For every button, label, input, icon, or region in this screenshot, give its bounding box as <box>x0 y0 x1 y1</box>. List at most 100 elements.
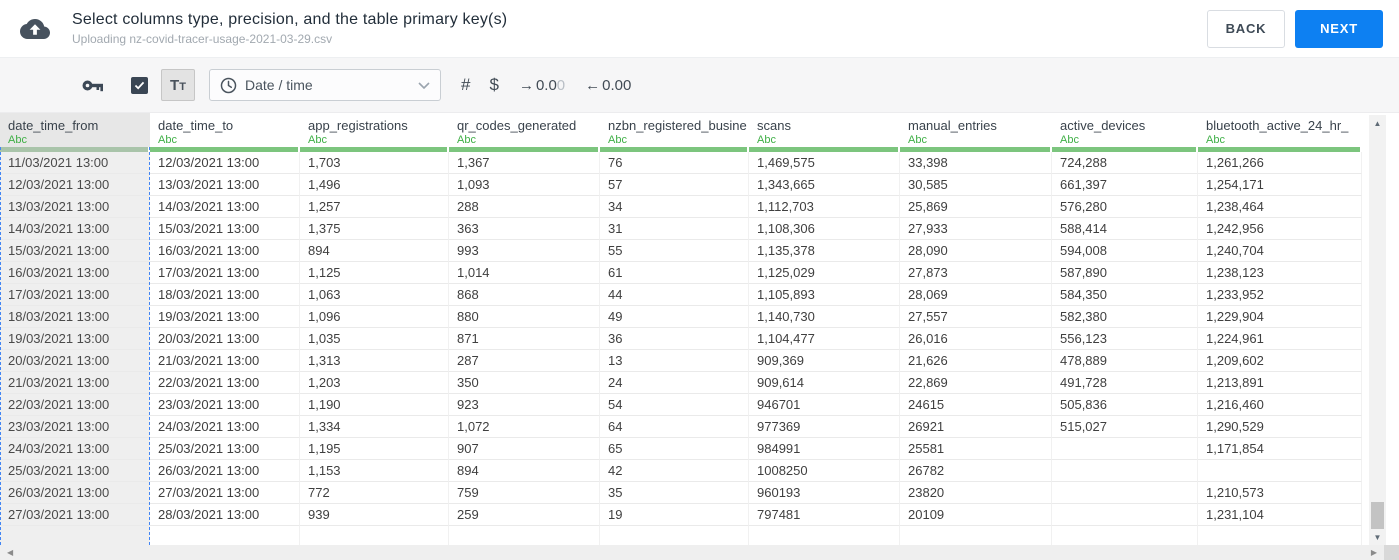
table-cell: 797481 <box>749 504 900 526</box>
scroll-right-icon[interactable]: ▶ <box>1370 548 1377 557</box>
table-cell <box>749 526 900 545</box>
column-header-app_registrations[interactable]: app_registrations Abc <box>300 113 449 152</box>
table-cell: 26782 <box>900 460 1052 482</box>
table-cell: 894 <box>300 240 449 262</box>
table-cell: 1,104,477 <box>749 328 900 350</box>
column-name: bluetooth_active_24_hr_ <box>1206 118 1349 133</box>
column-header-date_time_from[interactable]: date_time_from Abc <box>0 113 150 152</box>
table-cell: 49 <box>600 306 749 328</box>
vertical-scrollbar-thumb[interactable] <box>1371 502 1384 529</box>
table-cell: 287 <box>449 350 600 372</box>
table-cell: 1,209,602 <box>1198 350 1362 372</box>
table-cell: 1,072 <box>449 416 600 438</box>
remove-decimal-button[interactable]: ← 0.00 <box>585 77 631 94</box>
table-cell: 1,242,956 <box>1198 218 1362 240</box>
table-cell: 1,135,378 <box>749 240 900 262</box>
chevron-down-icon <box>418 81 430 89</box>
table-cell: 259 <box>449 504 600 526</box>
table-cell: 1,140,730 <box>749 306 900 328</box>
table-cell: 15/03/2021 13:00 <box>150 218 300 240</box>
table-cell: 21/03/2021 13:00 <box>0 372 150 394</box>
table-cell: 984991 <box>749 438 900 460</box>
table-cell: 1,035 <box>300 328 449 350</box>
number-type-button[interactable]: # <box>461 75 471 94</box>
table-cell: 24615 <box>900 394 1052 416</box>
table-cell: 584,350 <box>1052 284 1198 306</box>
table-cell: 350 <box>449 372 600 394</box>
table-cell <box>600 526 749 545</box>
table-cell: 993 <box>449 240 600 262</box>
table-cell: 18/03/2021 13:00 <box>0 306 150 328</box>
table-cell: 19/03/2021 13:00 <box>150 306 300 328</box>
column-include-checkbox[interactable] <box>131 76 148 94</box>
table-cell: 871 <box>449 328 600 350</box>
table-cell: 1,203 <box>300 372 449 394</box>
column-type-badge: Abc <box>1206 134 1225 146</box>
table-cell: 868 <box>449 284 600 306</box>
table-cell: 22,869 <box>900 372 1052 394</box>
table-cell: 478,889 <box>1052 350 1198 372</box>
add-decimal-button[interactable]: → 0.0 0 <box>519 77 565 94</box>
back-button[interactable]: BACK <box>1207 9 1285 48</box>
column-header-active_devices[interactable]: active_devices Abc <box>1052 113 1198 152</box>
next-button[interactable]: NEXT <box>1295 9 1383 48</box>
table-cell: 35 <box>600 482 749 504</box>
column-type-badge: Abc <box>757 134 776 146</box>
table-cell <box>300 526 449 545</box>
table-cell: 1,238,123 <box>1198 262 1362 284</box>
table-cell: 23820 <box>900 482 1052 504</box>
table-row: 25/03/2021 13:00 26/03/2021 13:00 1,153 894… <box>0 460 1399 482</box>
table-cell: 1,367 <box>449 152 600 174</box>
table-header-row: date_time_from Abc date_time_to Abc app_regi… <box>0 113 1399 152</box>
selected-type-label: Date / time <box>245 77 313 93</box>
table-cell: 1,112,703 <box>749 196 900 218</box>
table-cell: 25/03/2021 13:00 <box>0 460 150 482</box>
column-name: app_registrations <box>308 118 408 133</box>
column-type-dropdown[interactable]: Date / time <box>209 69 441 101</box>
table-cell: 21/03/2021 13:00 <box>150 350 300 372</box>
text-type-button[interactable]: Tt <box>161 69 195 101</box>
table-cell: 26/03/2021 13:00 <box>0 482 150 504</box>
primary-key-icon[interactable] <box>82 79 104 92</box>
table-cell: 28,069 <box>900 284 1052 306</box>
table-cell: 14/03/2021 13:00 <box>0 218 150 240</box>
currency-type-button[interactable]: $ <box>489 75 499 94</box>
column-type-badge: Abc <box>1060 134 1079 146</box>
table-cell: 30,585 <box>900 174 1052 196</box>
table-cell: 25581 <box>900 438 1052 460</box>
table-cell: 1,216,460 <box>1198 394 1362 416</box>
column-header-date_time_to[interactable]: date_time_to Abc <box>150 113 300 152</box>
table-cell: 13 <box>600 350 749 372</box>
scroll-down-icon[interactable]: ▼ <box>1373 533 1382 542</box>
column-header-scans[interactable]: scans Abc <box>749 113 900 152</box>
table-cell: 14/03/2021 13:00 <box>150 196 300 218</box>
table-cell: 64 <box>600 416 749 438</box>
table-cell: 27/03/2021 13:00 <box>150 482 300 504</box>
table-cell: 1,125,029 <box>749 262 900 284</box>
table-cell: 1,105,893 <box>749 284 900 306</box>
table-cell: 1,703 <box>300 152 449 174</box>
column-underline-bar <box>900 147 1052 152</box>
scroll-left-icon[interactable]: ◀ <box>7 548 14 557</box>
table-cell: 1,257 <box>300 196 449 218</box>
scroll-up-icon[interactable]: ▲ <box>1373 119 1382 128</box>
column-underline-bar <box>300 147 449 152</box>
column-header-manual_entries[interactable]: manual_entries Abc <box>900 113 1052 152</box>
table-row: 14/03/2021 13:00 15/03/2021 13:00 1,375 363… <box>0 218 1399 240</box>
table-cell: 16/03/2021 13:00 <box>0 262 150 284</box>
table-cell: 25,869 <box>900 196 1052 218</box>
column-header-nzbn_registered_busine[interactable]: nzbn_registered_busine Abc <box>600 113 749 152</box>
table-cell: 19/03/2021 13:00 <box>0 328 150 350</box>
vertical-scrollbar[interactable]: ▲ ▼ <box>1369 115 1386 545</box>
column-name: manual_entries <box>908 118 997 133</box>
horizontal-scrollbar[interactable]: ◀ ▶ <box>0 545 1384 560</box>
column-header-bluetooth_active_24_hr_[interactable]: bluetooth_active_24_hr_ Abc <box>1198 113 1362 152</box>
table-cell: 23/03/2021 13:00 <box>150 394 300 416</box>
column-underline-bar <box>449 147 600 152</box>
table-cell: 1,469,575 <box>749 152 900 174</box>
table-row: 23/03/2021 13:00 24/03/2021 13:00 1,334 1,0… <box>0 416 1399 438</box>
table-cell: 34 <box>600 196 749 218</box>
add-decimal-label-muted: 0 <box>556 76 566 94</box>
column-header-qr_codes_generated[interactable]: qr_codes_generated Abc <box>449 113 600 152</box>
table-cell: 1,096 <box>300 306 449 328</box>
